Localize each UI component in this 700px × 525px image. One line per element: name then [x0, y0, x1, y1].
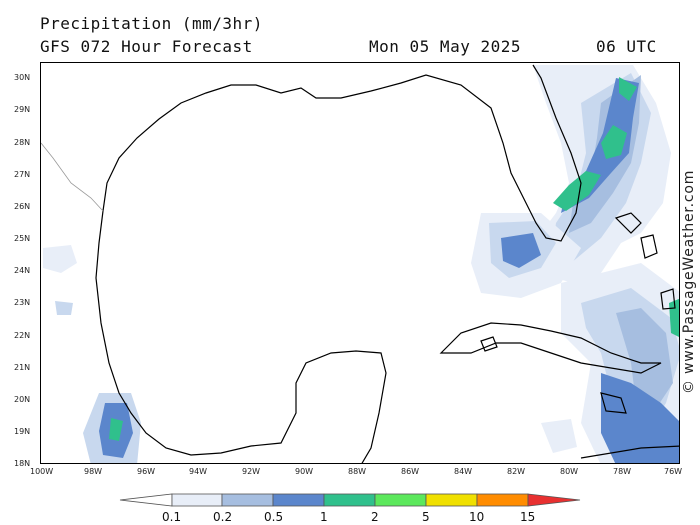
colorbar-label: 15	[520, 510, 536, 524]
valid-date: Mon 05 May 2025	[369, 37, 521, 56]
forecast-label: GFS 072 Hour Forecast	[40, 37, 253, 56]
precip-area-veracruz-3	[109, 418, 123, 441]
lat-label: 21N	[14, 363, 31, 372]
lat-label: 27N	[14, 170, 31, 179]
lon-label: 78W	[613, 467, 632, 476]
lon-label: 82W	[507, 467, 526, 476]
cuba-coast	[439, 322, 662, 374]
lat-label: 29N	[14, 105, 31, 114]
valid-time: 06 UTC	[596, 37, 657, 56]
lon-label: 92W	[242, 467, 261, 476]
precip-area-straits-3	[501, 233, 541, 268]
bahamas-3	[660, 288, 676, 310]
credit-watermark: © www.PassageWeather.com	[681, 169, 697, 394]
lon-label: 94W	[189, 467, 208, 476]
lat-label: 19N	[14, 427, 31, 436]
caribbean-island	[600, 392, 627, 414]
lon-label: 96W	[137, 467, 156, 476]
lat-label: 25N	[14, 234, 31, 243]
coastlines	[95, 64, 679, 463]
colorbar-segment	[476, 493, 529, 507]
texas-mexico-border	[41, 142, 104, 212]
colorbar-segment	[425, 493, 478, 507]
precip-area-yucatan	[541, 419, 577, 453]
bahamas-2	[640, 234, 658, 259]
colorbar-under-arrow	[119, 493, 173, 507]
colorbar-label: 2	[371, 510, 379, 524]
colorbar-label: 5	[422, 510, 430, 524]
colorbar-label: 0.5	[264, 510, 284, 524]
lat-label: 22N	[14, 331, 31, 340]
precip-area-atlantic-5	[553, 77, 637, 211]
colorbar-label: 10	[469, 510, 485, 524]
map-canvas	[41, 64, 679, 463]
lat-label: 26N	[14, 202, 31, 211]
map-title: Precipitation (mm/3hr)	[40, 14, 263, 33]
precipitation-map	[40, 62, 680, 464]
lat-label: 28N	[14, 138, 31, 147]
colorbar-label: 0.2	[213, 510, 233, 524]
colorbar-segment	[221, 493, 274, 507]
lon-label: 86W	[401, 467, 420, 476]
colorbar-segment	[171, 493, 223, 507]
lon-label: 84W	[454, 467, 473, 476]
precip-shading	[43, 65, 679, 463]
colorbar-label: 0.1	[162, 510, 182, 524]
lon-label: 88W	[348, 467, 367, 476]
lon-label: 98W	[84, 467, 103, 476]
mexico-gulf-coast	[95, 210, 387, 463]
lon-label: 80W	[560, 467, 579, 476]
lat-label: 23N	[14, 298, 31, 307]
precip-area-texas	[43, 245, 77, 273]
precip-area-cuba-3	[616, 308, 673, 413]
us-gulf-coast	[102, 64, 582, 242]
lon-label: 100W	[30, 467, 54, 476]
lat-label: 30N	[14, 73, 31, 82]
isle-of-youth	[480, 336, 498, 352]
colorbar-segment	[323, 493, 376, 507]
lat-label: 20N	[14, 395, 31, 404]
colorbar-over-arrow	[527, 493, 581, 507]
lat-label: 24N	[14, 266, 31, 275]
precip-area-cuba-4	[601, 373, 679, 463]
colorbar	[119, 493, 581, 507]
lon-label: 90W	[295, 467, 314, 476]
lon-label: 76W	[664, 467, 683, 476]
bahamas-1	[614, 212, 642, 234]
colorbar-segment	[374, 493, 427, 507]
colorbar-segment	[272, 493, 325, 507]
precip-area-texas-2	[55, 301, 73, 315]
colorbar-label: 1	[320, 510, 328, 524]
honduras-coast	[580, 445, 679, 459]
lat-label: 18N	[14, 459, 31, 468]
